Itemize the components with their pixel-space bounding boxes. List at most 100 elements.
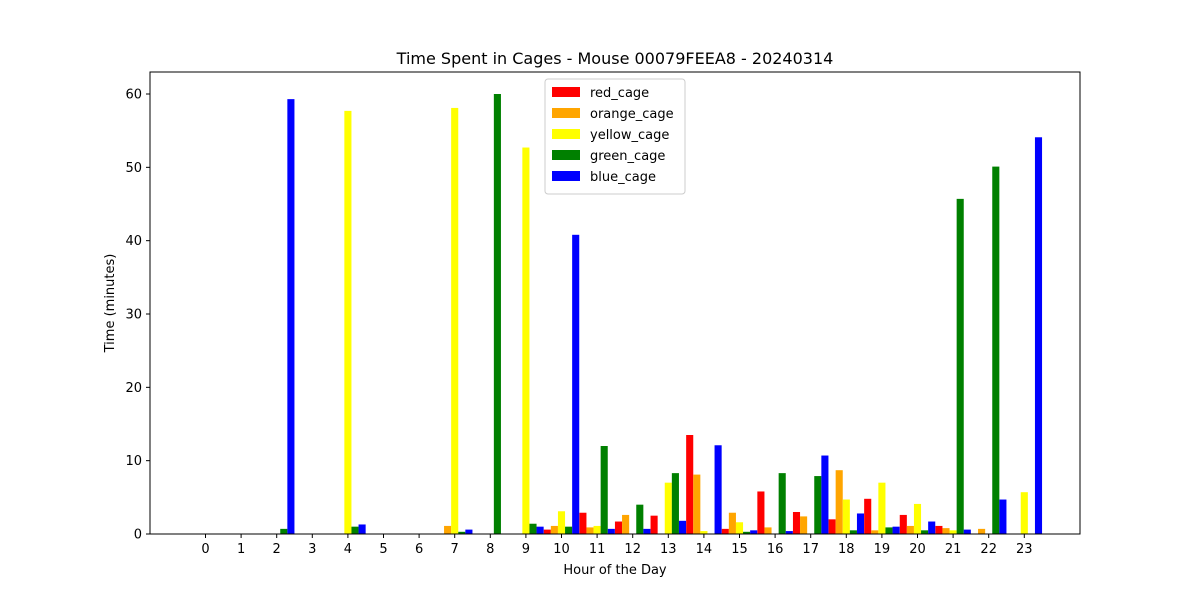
legend-label-green_cage: green_cage: [590, 149, 665, 164]
bar-yellow_cage-hour-20: [913, 503, 922, 534]
bar-red_cage-hour-16: [757, 491, 765, 534]
legend-label-yellow_cage: yellow_cage: [590, 128, 669, 143]
bar-green_cage-hour-19: [885, 527, 893, 534]
bar-red_cage-hour-17: [792, 512, 801, 534]
bar-yellow_cage-hour-14: [700, 531, 708, 534]
bar-red_cage-hour-21: [935, 525, 943, 534]
y-tick-label: 0: [134, 528, 142, 543]
legend-swatch-orange_cage: [552, 108, 580, 118]
x-tick-label: 4: [344, 542, 352, 557]
y-tick-label: 40: [125, 234, 142, 249]
bar-green_cage-hour-15: [743, 531, 751, 534]
bar-green_cage-hour-22: [992, 166, 1000, 534]
x-tick-label: 11: [589, 542, 606, 557]
x-tick-label: 16: [767, 542, 784, 557]
bar-red_cage-hour-10: [543, 529, 551, 534]
bar-yellow_cage-hour-18: [842, 499, 850, 534]
x-tick-label: 14: [696, 542, 713, 557]
x-tick-label: 12: [624, 542, 641, 557]
bar-yellow_cage-hour-21: [949, 530, 957, 534]
bar-green_cage-hour-10: [565, 526, 573, 534]
bar-yellow_cage-hour-9: [522, 147, 530, 534]
x-tick-label: 9: [522, 542, 530, 557]
legend-label-orange_cage: orange_cage: [590, 107, 674, 122]
bar-orange_cage-hour-10: [550, 525, 558, 534]
bar-orange_cage-hour-22: [978, 528, 986, 534]
x-tick-label: 22: [980, 542, 997, 557]
x-tick-label: 19: [874, 542, 891, 557]
bar-red_cage-hour-19: [864, 498, 872, 534]
bar-yellow_cage-hour-10: [557, 511, 566, 534]
legend-label-blue_cage: blue_cage: [590, 170, 656, 185]
bar-orange_cage-hour-14: [693, 474, 701, 534]
bar-red_cage-hour-18: [828, 519, 836, 534]
chart-title: Time Spent in Cages - Mouse 00079FEEA8 -…: [396, 49, 834, 68]
bar-yellow_cage-hour-15: [735, 522, 744, 534]
bar-blue_cage-hour-21: [963, 529, 971, 534]
bar-blue_cage-hour-12: [643, 528, 651, 534]
bar-green_cage-hour-2: [280, 528, 288, 534]
x-tick-label: 6: [415, 542, 423, 557]
x-tick-label: 3: [308, 542, 316, 557]
y-axis-label: Time (minutes): [103, 254, 118, 354]
legend-box: [544, 78, 686, 195]
bar-blue_cage-hour-2: [287, 99, 295, 534]
legend-label-red_cage: red_cage: [590, 86, 649, 101]
bar-green_cage-hour-13: [671, 473, 679, 534]
y-tick-label: 30: [125, 308, 142, 323]
x-tick-label: 15: [731, 542, 748, 557]
x-tick-label: 1: [237, 542, 245, 557]
bar-red_cage-hour-14: [686, 435, 694, 534]
legend-swatch-yellow_cage: [552, 129, 580, 139]
bar-red_cage-hour-12: [614, 521, 623, 534]
bar-orange_cage-hour-15: [728, 512, 736, 534]
bar-yellow_cage-hour-13: [664, 482, 672, 534]
x-tick-label: 0: [201, 542, 209, 557]
plot-frame: [149, 71, 1081, 535]
bar-red_cage-hour-15: [721, 528, 729, 534]
x-axis-label: Hour of the Day: [563, 563, 667, 578]
bar-yellow_cage-hour-11: [593, 525, 601, 534]
bar-blue_cage-hour-18: [856, 513, 865, 534]
bar-yellow_cage-hour-19: [878, 482, 886, 534]
bar-orange_cage-hour-7: [444, 525, 452, 534]
bar-green_cage-hour-9: [529, 523, 537, 534]
bar-red_cage-hour-20: [899, 514, 907, 534]
bar-green_cage-hour-21: [956, 198, 964, 534]
bar-blue_cage-hour-7: [465, 529, 473, 534]
bar-green_cage-hour-11: [600, 446, 608, 534]
bar-green_cage-hour-17: [814, 476, 822, 534]
bar-blue_cage-hour-13: [678, 520, 687, 534]
bar-green_cage-hour-16: [778, 473, 786, 534]
bar-orange_cage-hour-18: [835, 470, 843, 534]
y-tick-label: 60: [125, 88, 142, 103]
x-tick-label: 21: [945, 542, 962, 557]
legend-swatch-blue_cage: [552, 171, 580, 181]
bar-yellow_cage-hour-7: [451, 107, 459, 535]
y-tick-label: 10: [125, 454, 142, 469]
x-tick-label: 5: [379, 542, 387, 557]
x-tick-label: 2: [273, 542, 281, 557]
y-tick-label: 20: [125, 381, 142, 396]
bar-orange_cage-hour-19: [871, 530, 879, 534]
bars-layer: [280, 94, 1043, 535]
bar-blue_cage-hour-16: [785, 531, 793, 534]
bar-blue_cage-hour-22: [999, 499, 1007, 534]
y-axis: 0 10 20 30 40 50 60: [125, 88, 150, 543]
x-tick-label: 18: [838, 542, 855, 557]
x-tick-label: 10: [553, 542, 570, 557]
bar-orange_cage-hour-16: [764, 527, 772, 534]
bar-blue_cage-hour-10: [572, 234, 580, 535]
x-tick-label: 20: [909, 542, 926, 557]
bar-orange_cage-hour-11: [586, 527, 594, 534]
bar-blue_cage-hour-23: [1034, 137, 1043, 534]
x-tick-label: 13: [660, 542, 677, 557]
bar-blue_cage-hour-11: [607, 528, 615, 534]
bar-green_cage-hour-8: [493, 94, 501, 534]
bar-orange_cage-hour-20: [906, 525, 914, 534]
bar-red_cage-hour-13: [650, 515, 658, 534]
bar-yellow_cage-hour-4: [344, 110, 352, 535]
x-tick-label: 17: [802, 542, 819, 557]
